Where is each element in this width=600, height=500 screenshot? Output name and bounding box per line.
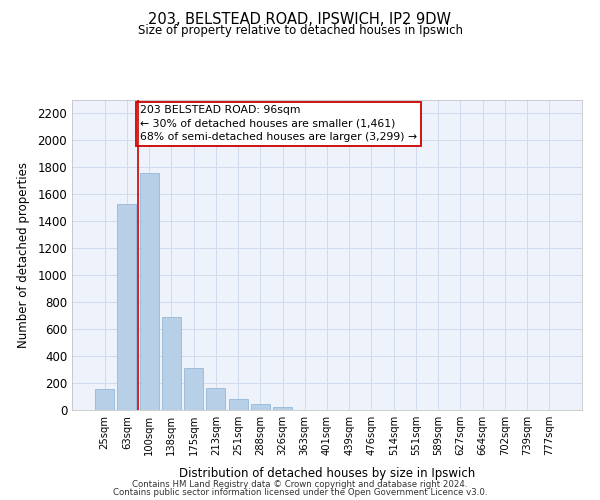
Bar [229,399,248,410]
Text: Contains public sector information licensed under the Open Government Licence v3: Contains public sector information licen… [113,488,487,497]
Bar [251,404,270,410]
Bar [118,204,136,410]
Text: 203, BELSTEAD ROAD, IPSWICH, IP2 9DW: 203, BELSTEAD ROAD, IPSWICH, IP2 9DW [149,12,452,28]
Bar [273,406,292,410]
Text: Contains HM Land Registry data © Crown copyright and database right 2024.: Contains HM Land Registry data © Crown c… [132,480,468,489]
Text: Distribution of detached houses by size in Ipswich: Distribution of detached houses by size … [179,467,475,480]
Bar [140,173,158,410]
Bar [95,389,114,410]
Bar [206,388,225,410]
Bar [162,317,181,410]
Bar [184,368,203,410]
Text: Size of property relative to detached houses in Ipswich: Size of property relative to detached ho… [137,24,463,37]
Y-axis label: Number of detached properties: Number of detached properties [17,162,31,348]
Text: 203 BELSTEAD ROAD: 96sqm
← 30% of detached houses are smaller (1,461)
68% of sem: 203 BELSTEAD ROAD: 96sqm ← 30% of detach… [140,106,417,142]
